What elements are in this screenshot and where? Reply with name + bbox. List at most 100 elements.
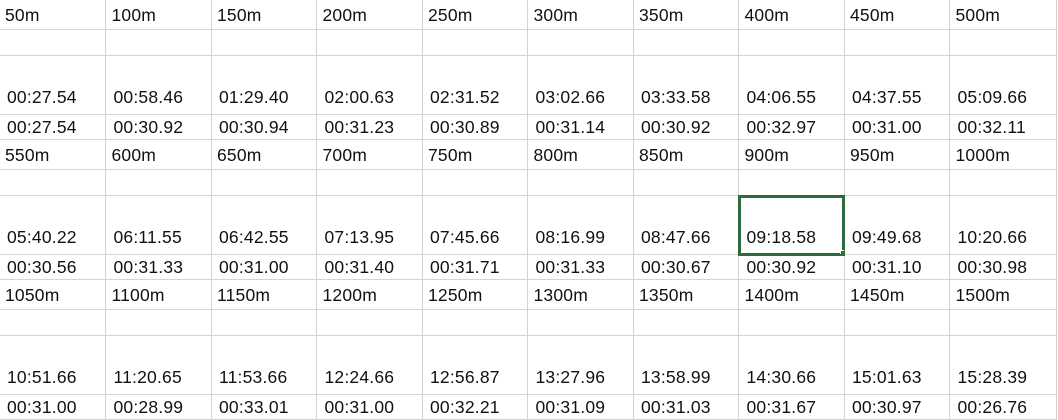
distance-cell[interactable]: 1000m [949, 139, 1057, 170]
cumulative-cell[interactable]: 09:49.68 [843, 195, 951, 255]
selected-cell[interactable]: 09:18.58 [737, 194, 846, 256]
split-cell[interactable]: 00:30.56 [0, 254, 107, 280]
cumulative-cell[interactable]: 00:58.46 [105, 55, 212, 115]
split-cell[interactable]: 00:31.03 [632, 394, 740, 420]
split-cell[interactable]: 00:31.00 [316, 394, 423, 420]
cumulative-cell[interactable]: 08:47.66 [632, 195, 740, 255]
empty-cell[interactable] [421, 169, 529, 196]
cumulative-cell[interactable]: 01:29.40 [210, 55, 318, 115]
split-cell[interactable]: 00:30.92 [632, 114, 740, 140]
empty-cell[interactable] [843, 29, 951, 56]
empty-cell[interactable] [843, 169, 951, 196]
distance-cell[interactable]: 1050m [0, 279, 107, 310]
split-cell[interactable]: 00:31.10 [843, 254, 951, 280]
empty-cell[interactable] [949, 169, 1057, 196]
distance-cell[interactable]: 650m [210, 139, 318, 170]
cumulative-cell[interactable]: 13:58.99 [632, 335, 740, 395]
split-cell[interactable]: 00:32.21 [421, 394, 529, 420]
cumulative-cell[interactable]: 06:42.55 [210, 195, 318, 255]
distance-cell[interactable]: 1250m [421, 279, 529, 310]
split-cell[interactable]: 00:31.71 [421, 254, 529, 280]
split-cell[interactable]: 00:31.00 [210, 254, 318, 280]
distance-cell[interactable]: 1450m [843, 279, 951, 310]
cumulative-cell[interactable]: 10:51.66 [0, 335, 107, 395]
cumulative-cell[interactable]: 00:27.54 [0, 55, 107, 115]
cumulative-cell[interactable]: 07:45.66 [421, 195, 529, 255]
distance-cell[interactable]: 750m [421, 139, 529, 170]
empty-cell[interactable] [105, 169, 212, 196]
empty-cell[interactable] [210, 309, 318, 336]
distance-cell[interactable]: 100m [105, 0, 212, 30]
distance-cell[interactable]: 250m [421, 0, 529, 30]
split-cell[interactable]: 00:30.97 [843, 394, 951, 420]
distance-cell[interactable]: 500m [949, 0, 1057, 30]
distance-cell[interactable]: 1200m [316, 279, 423, 310]
empty-cell[interactable] [843, 309, 951, 336]
empty-cell[interactable] [738, 309, 845, 336]
cumulative-cell[interactable]: 05:40.22 [0, 195, 107, 255]
distance-cell[interactable]: 1400m [738, 279, 845, 310]
cumulative-cell[interactable]: 15:28.39 [949, 335, 1057, 395]
distance-cell[interactable]: 800m [527, 139, 634, 170]
cumulative-cell[interactable]: 04:06.55 [738, 55, 845, 115]
cumulative-cell[interactable]: 14:30.66 [738, 335, 845, 395]
split-cell[interactable]: 00:31.33 [527, 254, 634, 280]
split-cell[interactable]: 00:30.94 [210, 114, 318, 140]
empty-cell[interactable] [949, 29, 1057, 56]
empty-cell[interactable] [527, 169, 634, 196]
cumulative-cell[interactable]: 12:56.87 [421, 335, 529, 395]
distance-cell[interactable]: 900m [738, 139, 845, 170]
split-cell[interactable]: 00:30.89 [421, 114, 529, 140]
distance-cell[interactable]: 300m [527, 0, 634, 30]
split-cell[interactable]: 00:33.01 [210, 394, 318, 420]
split-cell[interactable]: 00:31.23 [316, 114, 423, 140]
cumulative-cell[interactable]: 08:16.99 [527, 195, 634, 255]
empty-cell[interactable] [632, 169, 740, 196]
distance-cell[interactable]: 50m [0, 0, 107, 30]
split-cell[interactable]: 00:31.14 [527, 114, 634, 140]
split-cell[interactable]: 00:31.67 [738, 394, 845, 420]
cumulative-cell[interactable]: 12:24.66 [316, 335, 423, 395]
distance-cell[interactable]: 400m [738, 0, 845, 30]
cumulative-cell[interactable]: 05:09.66 [949, 55, 1057, 115]
empty-cell[interactable] [210, 29, 318, 56]
split-cell[interactable]: 00:30.92 [105, 114, 212, 140]
distance-cell[interactable]: 1500m [949, 279, 1057, 310]
distance-cell[interactable]: 1100m [105, 279, 212, 310]
cumulative-cell[interactable]: 02:31.52 [421, 55, 529, 115]
distance-cell[interactable]: 450m [843, 0, 951, 30]
split-cell[interactable]: 00:32.97 [738, 114, 845, 140]
distance-cell[interactable]: 200m [316, 0, 423, 30]
empty-cell[interactable] [421, 309, 529, 336]
empty-cell[interactable] [316, 169, 423, 196]
distance-cell[interactable]: 700m [316, 139, 423, 170]
distance-cell[interactable]: 1350m [632, 279, 740, 310]
empty-cell[interactable] [632, 309, 740, 336]
cumulative-cell[interactable]: 11:53.66 [210, 335, 318, 395]
distance-cell[interactable]: 150m [210, 0, 318, 30]
split-cell[interactable]: 00:30.67 [632, 254, 740, 280]
empty-cell[interactable] [738, 29, 845, 56]
empty-cell[interactable] [0, 29, 107, 56]
empty-cell[interactable] [210, 169, 318, 196]
cumulative-cell[interactable]: 11:20.65 [105, 335, 212, 395]
distance-cell[interactable]: 1150m [210, 279, 318, 310]
split-cell[interactable]: 00:31.33 [105, 254, 212, 280]
distance-cell[interactable]: 1300m [527, 279, 634, 310]
empty-cell[interactable] [527, 309, 634, 336]
split-cell[interactable]: 00:30.98 [949, 254, 1057, 280]
cumulative-cell[interactable]: 10:20.66 [949, 195, 1057, 255]
empty-cell[interactable] [0, 169, 107, 196]
cumulative-cell[interactable]: 03:02.66 [527, 55, 634, 115]
distance-cell[interactable]: 850m [632, 139, 740, 170]
distance-cell[interactable]: 350m [632, 0, 740, 30]
split-cell[interactable]: 00:31.00 [843, 114, 951, 140]
empty-cell[interactable] [316, 309, 423, 336]
distance-cell[interactable]: 950m [843, 139, 951, 170]
empty-cell[interactable] [316, 29, 423, 56]
split-cell[interactable]: 00:31.40 [316, 254, 423, 280]
split-cell[interactable]: 00:31.09 [527, 394, 634, 420]
split-cell[interactable]: 00:27.54 [0, 114, 107, 140]
distance-cell[interactable]: 600m [105, 139, 212, 170]
